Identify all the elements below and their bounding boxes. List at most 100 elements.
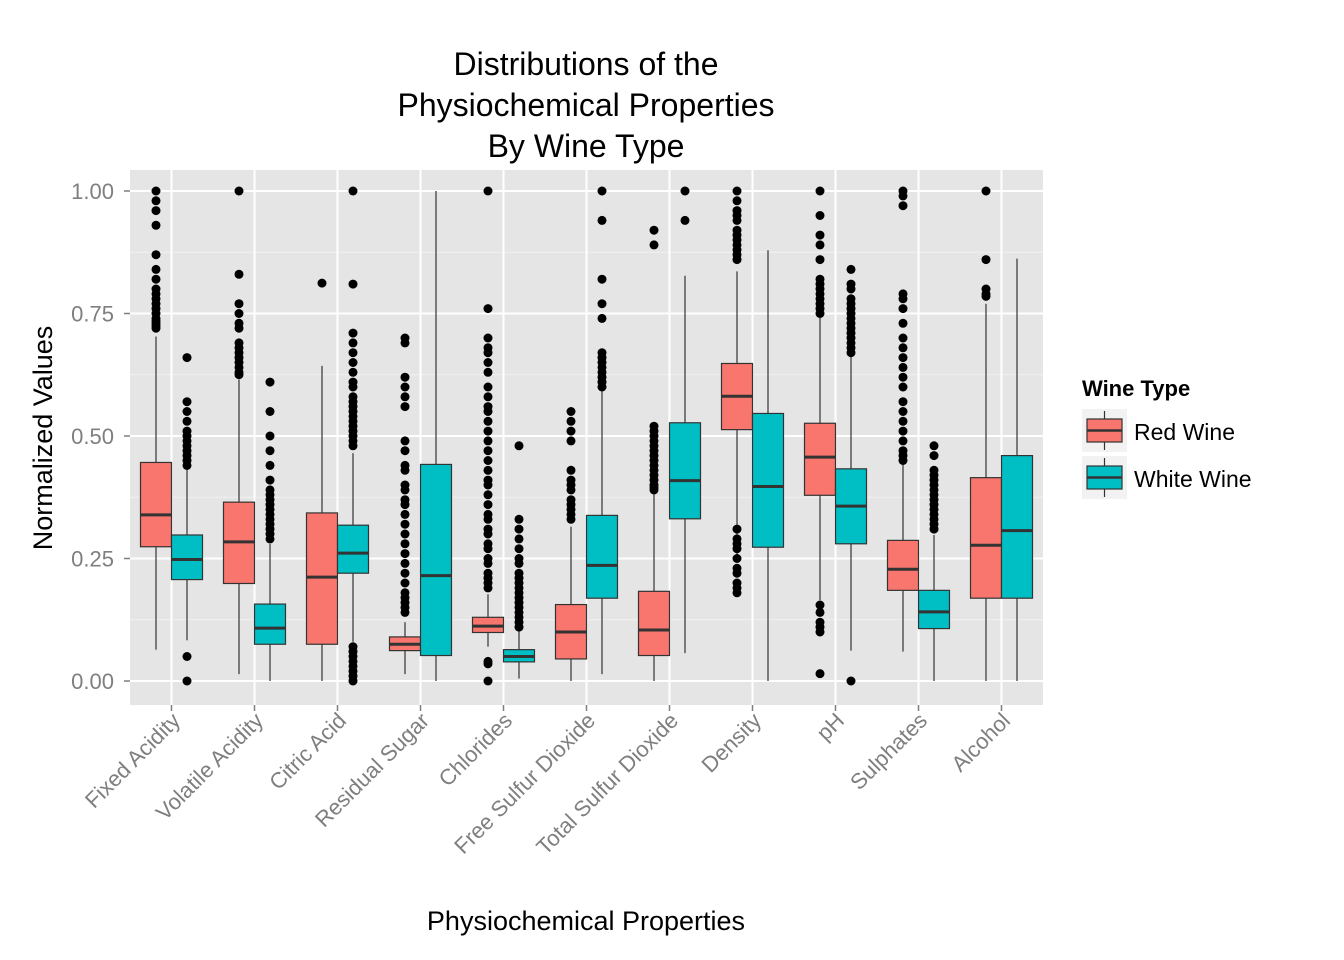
outlier-point	[234, 299, 244, 309]
outlier-point	[898, 436, 908, 446]
outlier-point	[151, 206, 161, 216]
y-tick-label: 1.00	[71, 179, 114, 204]
chart-title-line-2: Physiochemical Properties	[397, 87, 774, 123]
outlier-point	[846, 284, 856, 294]
boxplot-red-wine-citric-acid	[305, 278, 339, 681]
outlier-point	[317, 278, 327, 288]
boxplot-red-wine-fixed-acidity	[139, 186, 173, 650]
outlier-point	[483, 426, 493, 436]
outlier-point	[348, 441, 358, 451]
outlier-point	[483, 558, 493, 568]
boxplot-red-wine-volatile-acidity	[222, 186, 256, 675]
outlier-point	[680, 215, 690, 225]
outlier-point	[514, 441, 524, 451]
outlier-point	[483, 186, 493, 196]
boxplot-white-wine-free-sulfur-dioxide	[585, 186, 619, 675]
boxplot-red-wine-total-sulfur-dioxide	[637, 225, 671, 681]
outlier-point	[483, 348, 493, 358]
outlier-point	[597, 382, 607, 392]
outlier-point	[483, 490, 493, 500]
outlier-point	[483, 358, 493, 367]
outlier-point	[182, 460, 192, 470]
outlier-point	[514, 558, 524, 568]
boxplot-white-wine-fixed-acidity	[170, 353, 204, 686]
outlier-point	[400, 578, 410, 588]
outlier-point	[898, 353, 908, 363]
boxplot-white-wine-residual-sugar	[419, 191, 453, 681]
plot-marks	[139, 186, 1034, 686]
outlier-point	[898, 201, 908, 211]
x-tick-label-total-sulfur-dioxide: Total Sulfur Dioxide	[531, 708, 683, 860]
outlier-point	[898, 294, 908, 304]
outlier-point	[234, 323, 244, 333]
x-tick-label-free-sulfur-dioxide: Free Sulfur Dioxide	[449, 708, 600, 859]
outlier-point	[348, 328, 358, 338]
outlier-point	[597, 299, 607, 309]
y-tick-label: 0.00	[71, 669, 114, 694]
box-iqr	[668, 422, 702, 520]
outlier-point	[483, 416, 493, 426]
outlier-point	[151, 220, 161, 230]
y-axis-title: Normalized Values	[28, 326, 58, 551]
outlier-point	[151, 196, 161, 206]
boxplot-white-wine-total-sulfur-dioxide	[668, 186, 702, 654]
boxplot-white-wine-alcohol	[1000, 258, 1034, 681]
outlier-point	[348, 338, 358, 348]
outlier-point	[400, 549, 410, 559]
outlier-point	[400, 402, 410, 412]
outlier-point	[151, 323, 161, 333]
outlier-point	[815, 240, 825, 250]
boxplot-white-wine-density	[751, 250, 785, 681]
boxplot-red-wine-chlorides	[471, 186, 505, 686]
outlier-point	[483, 529, 493, 539]
outlier-point	[400, 338, 410, 348]
outlier-point	[483, 514, 493, 524]
outlier-point	[898, 382, 908, 392]
box-iqr	[253, 603, 287, 645]
outlier-point	[400, 500, 410, 510]
outlier-point	[898, 318, 908, 328]
outlier-point	[898, 304, 908, 314]
outlier-point	[483, 456, 493, 465]
outlier-point	[400, 382, 410, 392]
boxplot-white-wine-chlorides	[502, 441, 536, 679]
outlier-point	[400, 529, 410, 539]
outlier-point	[483, 333, 493, 343]
outlier-point	[182, 353, 192, 363]
outlier-point	[400, 519, 410, 529]
legend-label-red-wine: Red Wine	[1134, 419, 1235, 445]
boxplot-red-wine-density	[720, 186, 754, 598]
outlier-point	[514, 622, 524, 632]
box-iqr	[969, 477, 1003, 599]
outlier-point	[265, 407, 275, 416]
outlier-point	[815, 211, 825, 220]
outlier-point	[566, 485, 576, 495]
outlier-point	[680, 186, 690, 196]
outlier-point	[732, 255, 742, 265]
outlier-point	[483, 480, 493, 490]
outlier-point	[182, 407, 192, 416]
outlier-point	[234, 370, 244, 380]
y-tick-label: 0.75	[71, 302, 114, 327]
outlier-point	[898, 343, 908, 353]
outlier-point	[234, 186, 244, 196]
x-tick-label-density: Density	[696, 708, 766, 778]
outlier-point	[151, 186, 161, 196]
x-tick-label-alcohol: Alcohol	[946, 708, 1015, 777]
outlier-point	[483, 407, 493, 416]
outlier-point	[400, 485, 410, 495]
legend-item-red-wine: Red Wine	[1082, 409, 1235, 452]
outlier-point	[566, 465, 576, 475]
outlier-point	[732, 588, 742, 598]
outlier-point	[151, 250, 161, 260]
outlier-point	[400, 372, 410, 382]
outlier-point	[732, 554, 742, 563]
outlier-point	[898, 407, 908, 416]
box-iqr	[170, 534, 204, 581]
outlier-point	[400, 436, 410, 446]
x-tick-label-citric-acid: Citric Acid	[264, 708, 351, 795]
outlier-point	[483, 382, 493, 392]
box-iqr	[917, 589, 951, 630]
outlier-point	[597, 186, 607, 196]
